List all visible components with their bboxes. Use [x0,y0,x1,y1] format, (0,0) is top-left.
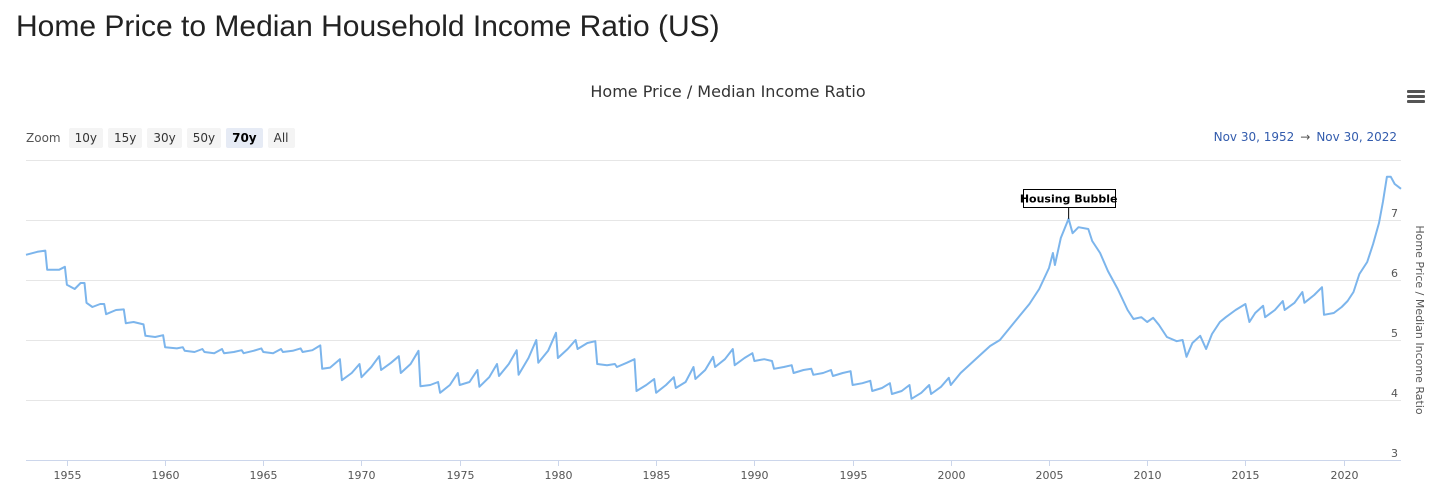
range-to-date[interactable]: Nov 30, 2022 [1316,130,1397,144]
series-layer [25,175,1402,400]
page-title: Home Price to Median Household Income Ra… [16,10,720,43]
grid-lines [26,160,1401,461]
menu-bar-line [1407,90,1425,93]
x-tick-label: 1960 [152,469,180,482]
zoom-10y-button[interactable]: 10y [68,128,103,148]
zoom-50y-button[interactable]: 50y [186,128,222,148]
annotation-layer: Housing Bubble [1020,189,1118,219]
annotation-label: Housing Bubble [1020,193,1118,206]
x-tick-label: 1955 [54,469,82,482]
x-tick-label: 1985 [643,469,671,482]
y-tick-label: 5 [1391,327,1398,340]
y-tick-label: 7 [1391,207,1398,220]
date-range-display: Nov 30, 1952 → Nov 30, 2022 [1214,130,1397,144]
hamburger-menu-icon[interactable] [1407,90,1425,104]
x-tick-label: 2020 [1331,469,1359,482]
x-tick-label: 1980 [545,469,573,482]
zoom-all-button[interactable]: All [267,128,295,148]
x-axis: 1955 1960 1965 1970 1975 1980 1985 1990 1995 2000… [26,460,1401,482]
menu-bar-line [1407,95,1425,98]
x-tick-label: 2010 [1134,469,1162,482]
range-from-date[interactable]: Nov 30, 1952 [1213,130,1295,144]
y-axis: 3 4 5 6 7 [1391,207,1398,460]
x-tick-label: 1975 [447,469,475,482]
x-tick-label: 1970 [348,469,376,482]
zoom-selector: Zoom 10y 15y 30y 50y 70y All [26,128,295,148]
zoom-30y-button[interactable]: 30y [147,128,182,148]
series-line[interactable] [25,175,1402,400]
x-tick-label: 1995 [840,469,868,482]
y-tick-label: 6 [1391,267,1398,280]
zoom-15y-button[interactable]: 15y [107,128,143,148]
zoom-label: Zoom [26,131,61,145]
x-tick-label: 2015 [1232,469,1260,482]
x-tick-label: 1990 [741,469,769,482]
x-tick-label: 1965 [250,469,278,482]
menu-bar-line [1407,100,1425,103]
y-axis-title: Home Price / Median Income Ratio [1413,225,1426,415]
x-tick-label: 2005 [1036,469,1064,482]
y-tick-label: 4 [1391,387,1398,400]
x-tick-label: 2000 [938,469,966,482]
y-tick-label: 3 [1391,447,1398,460]
zoom-70y-button[interactable]: 70y [226,128,263,148]
annotation-box [1023,189,1116,208]
chart-title: Home Price / Median Income Ratio [590,82,866,101]
range-arrow: → [1300,130,1311,144]
